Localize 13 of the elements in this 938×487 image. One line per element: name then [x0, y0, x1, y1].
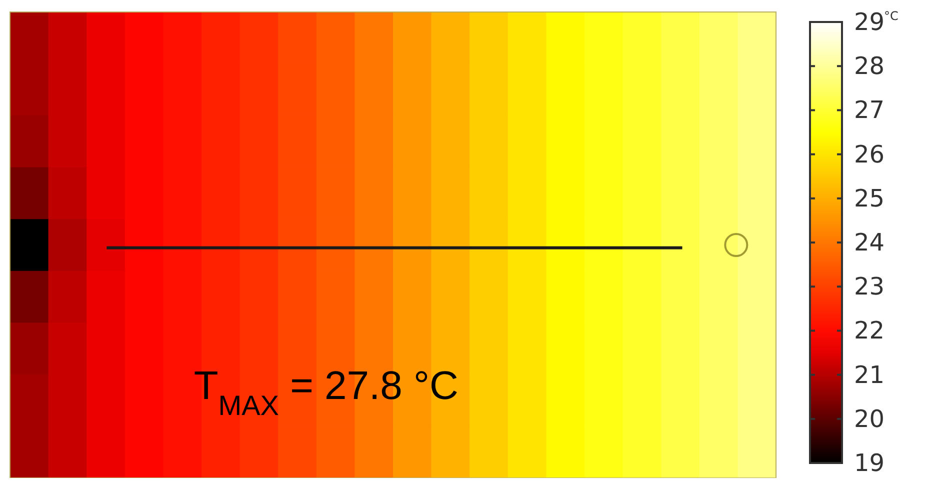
annotation: T$_{MAX}$ = 27.8 °C [194, 364, 458, 420]
color-bar-label: 21 [854, 360, 885, 389]
color-bar-label: 26 [854, 140, 885, 168]
color-bar-label: 23 [854, 272, 885, 301]
color-bar-label: 28 [854, 52, 885, 80]
color-bar-label: 25 [854, 184, 885, 212]
color-bar-label: 20 [854, 404, 885, 433]
color-bar-label: 22 [854, 316, 885, 345]
color-bar-title: °C [884, 9, 898, 23]
color-bar-label: 29 [854, 8, 885, 36]
color-bar-label: 24 [854, 228, 885, 256]
color-bar-label: 27 [854, 96, 885, 124]
color-bar-label: 19 [854, 449, 885, 477]
